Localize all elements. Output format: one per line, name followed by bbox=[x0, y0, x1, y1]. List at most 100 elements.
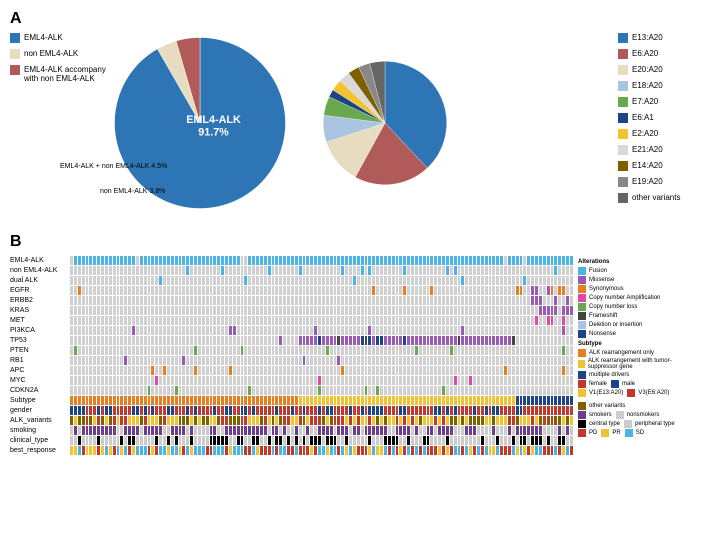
cell bbox=[481, 266, 484, 275]
cell bbox=[182, 376, 185, 385]
cell bbox=[508, 406, 511, 415]
cell bbox=[86, 386, 89, 395]
cell bbox=[206, 316, 209, 325]
grid-row bbox=[70, 396, 573, 405]
cell bbox=[349, 286, 352, 295]
cell bbox=[372, 306, 375, 315]
cell bbox=[175, 276, 178, 285]
cell bbox=[132, 256, 135, 265]
legend-item: ALK rearrangement with tumor-suppressor … bbox=[578, 358, 698, 370]
cell bbox=[279, 406, 282, 415]
cell bbox=[322, 336, 325, 345]
cell bbox=[148, 336, 151, 345]
cell bbox=[260, 386, 263, 395]
cell bbox=[190, 326, 193, 335]
cell bbox=[473, 396, 476, 405]
cell bbox=[492, 256, 495, 265]
cell bbox=[368, 376, 371, 385]
cell bbox=[326, 366, 329, 375]
cell bbox=[396, 346, 399, 355]
cell bbox=[566, 376, 569, 385]
cell bbox=[237, 326, 240, 335]
cell bbox=[345, 416, 348, 425]
cell bbox=[512, 396, 515, 405]
cell bbox=[469, 396, 472, 405]
cell bbox=[202, 366, 205, 375]
cell bbox=[175, 356, 178, 365]
cell bbox=[159, 336, 162, 345]
cell bbox=[97, 406, 100, 415]
cell bbox=[260, 256, 263, 265]
cell bbox=[500, 436, 503, 445]
cell bbox=[78, 386, 81, 395]
cell bbox=[450, 336, 453, 345]
cell bbox=[500, 406, 503, 415]
cell bbox=[450, 256, 453, 265]
cell bbox=[318, 356, 321, 365]
cell bbox=[337, 356, 340, 365]
cell bbox=[562, 346, 565, 355]
legend-swatch bbox=[578, 267, 586, 275]
cell bbox=[442, 446, 445, 455]
cell bbox=[500, 426, 503, 435]
cell bbox=[500, 356, 503, 365]
cell bbox=[334, 436, 337, 445]
cell bbox=[461, 376, 464, 385]
cell bbox=[403, 346, 406, 355]
cell bbox=[446, 366, 449, 375]
cell bbox=[337, 316, 340, 325]
cell bbox=[74, 346, 77, 355]
cell bbox=[268, 306, 271, 315]
cell bbox=[504, 406, 507, 415]
cell bbox=[186, 446, 189, 455]
legend-swatch bbox=[601, 429, 609, 437]
cell bbox=[477, 336, 480, 345]
cell bbox=[551, 286, 554, 295]
cell bbox=[523, 286, 526, 295]
cell bbox=[171, 266, 174, 275]
cell bbox=[446, 346, 449, 355]
cell bbox=[396, 336, 399, 345]
cell bbox=[403, 286, 406, 295]
cell bbox=[101, 336, 104, 345]
cell bbox=[485, 306, 488, 315]
cell bbox=[256, 266, 259, 275]
cell bbox=[419, 326, 422, 335]
cell bbox=[558, 286, 561, 295]
cell bbox=[117, 406, 120, 415]
cell bbox=[159, 276, 162, 285]
cell bbox=[287, 436, 290, 445]
cell bbox=[334, 416, 337, 425]
cell bbox=[287, 446, 290, 455]
cell bbox=[547, 436, 550, 445]
cell bbox=[82, 296, 85, 305]
cell bbox=[442, 266, 445, 275]
cell bbox=[128, 256, 131, 265]
cell bbox=[314, 446, 317, 455]
cell bbox=[167, 316, 170, 325]
cell bbox=[248, 296, 251, 305]
cell bbox=[163, 436, 166, 445]
cell bbox=[434, 326, 437, 335]
cell bbox=[217, 446, 220, 455]
cell bbox=[291, 336, 294, 345]
cell bbox=[485, 386, 488, 395]
cell bbox=[337, 366, 340, 375]
cell bbox=[175, 346, 178, 355]
cell bbox=[365, 286, 368, 295]
cell bbox=[384, 356, 387, 365]
cell bbox=[539, 416, 542, 425]
cell bbox=[120, 446, 123, 455]
cell bbox=[256, 376, 259, 385]
grid-row bbox=[70, 266, 573, 275]
cell bbox=[186, 376, 189, 385]
cell bbox=[295, 366, 298, 375]
cell bbox=[461, 436, 464, 445]
cell bbox=[566, 366, 569, 375]
cell bbox=[349, 296, 352, 305]
cell bbox=[306, 316, 309, 325]
cell bbox=[275, 346, 278, 355]
cell bbox=[303, 426, 306, 435]
legend-swatch bbox=[10, 49, 20, 59]
cell bbox=[260, 446, 263, 455]
